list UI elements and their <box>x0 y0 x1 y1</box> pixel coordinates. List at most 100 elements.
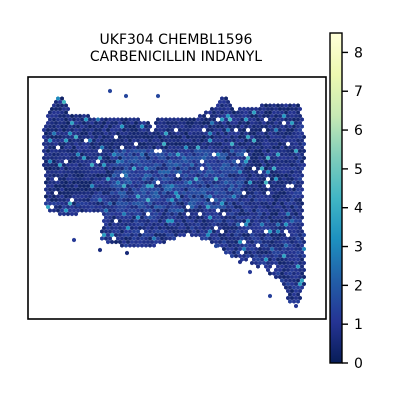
spot-546 <box>260 138 264 143</box>
spot-1459 <box>110 190 114 196</box>
spot-2241 <box>282 239 286 245</box>
spot-1031 <box>156 166 160 171</box>
spot-154 <box>200 117 204 122</box>
spot-1258 <box>60 180 64 185</box>
spot-1015 <box>92 166 96 171</box>
spot-1145 <box>108 173 112 178</box>
spot-1367 <box>242 183 246 189</box>
spot-1506 <box>48 194 52 199</box>
spot-1429 <box>244 187 248 192</box>
spot-1775 <box>112 208 116 213</box>
spot-982 <box>222 162 226 168</box>
spot-905 <box>168 159 172 164</box>
spot-1674 <box>212 201 216 206</box>
spot-474 <box>230 134 234 140</box>
spot-2441 <box>294 303 298 309</box>
spot-976 <box>198 162 202 168</box>
spot-12 <box>60 103 64 108</box>
spot-349 <box>238 127 242 133</box>
spot-752 <box>64 152 68 157</box>
spot-1707 <box>90 204 94 210</box>
spot-1148 <box>124 173 128 178</box>
spot-2123 <box>130 232 134 238</box>
spot-1077 <box>90 169 94 175</box>
spot-1181 <box>260 173 264 178</box>
spot-7 <box>218 99 222 105</box>
spot-891 <box>112 159 116 164</box>
spot-1210 <box>122 176 126 182</box>
spot-1583 <box>102 197 106 203</box>
spot-83 <box>296 110 300 115</box>
spot-306 <box>50 127 54 133</box>
spot-2231 <box>238 239 242 245</box>
spot-2303 <box>248 250 252 255</box>
spot-366 <box>56 131 60 136</box>
spot-2296 <box>298 246 302 252</box>
spot-2340 <box>260 257 264 262</box>
spot-294 <box>264 124 268 129</box>
spot-2129 <box>154 232 158 238</box>
spot-1245 <box>262 176 266 182</box>
spot-227 <box>246 120 250 126</box>
spot-1465 <box>134 190 138 196</box>
spot-1960 <box>254 218 258 224</box>
spot-2019 <box>296 222 300 227</box>
spot-1568 <box>296 194 300 199</box>
spot-1949 <box>210 218 214 224</box>
spot-2032 <box>146 225 150 231</box>
spot-1246 <box>270 176 274 182</box>
spot-1179 <box>252 173 256 178</box>
spot-2265 <box>252 243 256 248</box>
spot-593 <box>190 141 194 147</box>
spot-1074 <box>78 169 82 175</box>
spot-656 <box>192 145 196 150</box>
spot-701 <box>114 148 118 154</box>
spot-936 <box>300 159 304 164</box>
spot-1221 <box>166 176 170 182</box>
spot-283 <box>220 124 224 129</box>
spot-1008 <box>64 166 68 171</box>
spot-1038 <box>184 166 188 171</box>
spot-2321 <box>246 253 250 259</box>
spot-1484 <box>210 190 214 196</box>
spot-1903 <box>224 215 228 220</box>
spot-2331 <box>286 253 290 259</box>
spot-139 <box>124 117 128 122</box>
spot-402 <box>200 131 204 136</box>
spot-2309 <box>272 250 276 255</box>
spot-2261 <box>236 243 240 248</box>
spot-707 <box>138 148 142 154</box>
spot-545 <box>256 138 260 143</box>
spot-2305 <box>256 250 260 255</box>
spot-2080 <box>144 229 148 234</box>
spot-494 <box>48 138 52 143</box>
spot-119 <box>298 113 302 119</box>
spot-1679 <box>232 201 236 206</box>
spot-831 <box>126 155 130 161</box>
spot-1051 <box>240 166 244 171</box>
spot-506 <box>100 138 104 143</box>
spot-90 <box>70 113 74 119</box>
spot-1801 <box>220 208 224 213</box>
spot-1237 <box>230 176 234 182</box>
spot-647 <box>156 145 160 150</box>
spot-1962 <box>262 218 266 224</box>
spot-1804 <box>232 208 236 213</box>
spot-281 <box>212 124 216 129</box>
spot-1667 <box>184 201 188 206</box>
spot-1049 <box>232 166 236 171</box>
spot-804 <box>280 152 284 157</box>
spot-1133 <box>60 173 64 178</box>
spot-1892 <box>180 215 184 220</box>
spot-1126 <box>290 169 294 175</box>
spot-2055 <box>242 225 246 231</box>
spot-423 <box>284 131 288 136</box>
spot-680 <box>288 145 292 150</box>
spot-1922 <box>300 215 304 220</box>
spot-1527 <box>132 194 136 199</box>
spot-794 <box>236 152 240 157</box>
spot-1823 <box>62 211 66 217</box>
spot-2275 <box>296 243 300 248</box>
spot-1225 <box>182 176 186 182</box>
spot-493 <box>44 138 48 143</box>
